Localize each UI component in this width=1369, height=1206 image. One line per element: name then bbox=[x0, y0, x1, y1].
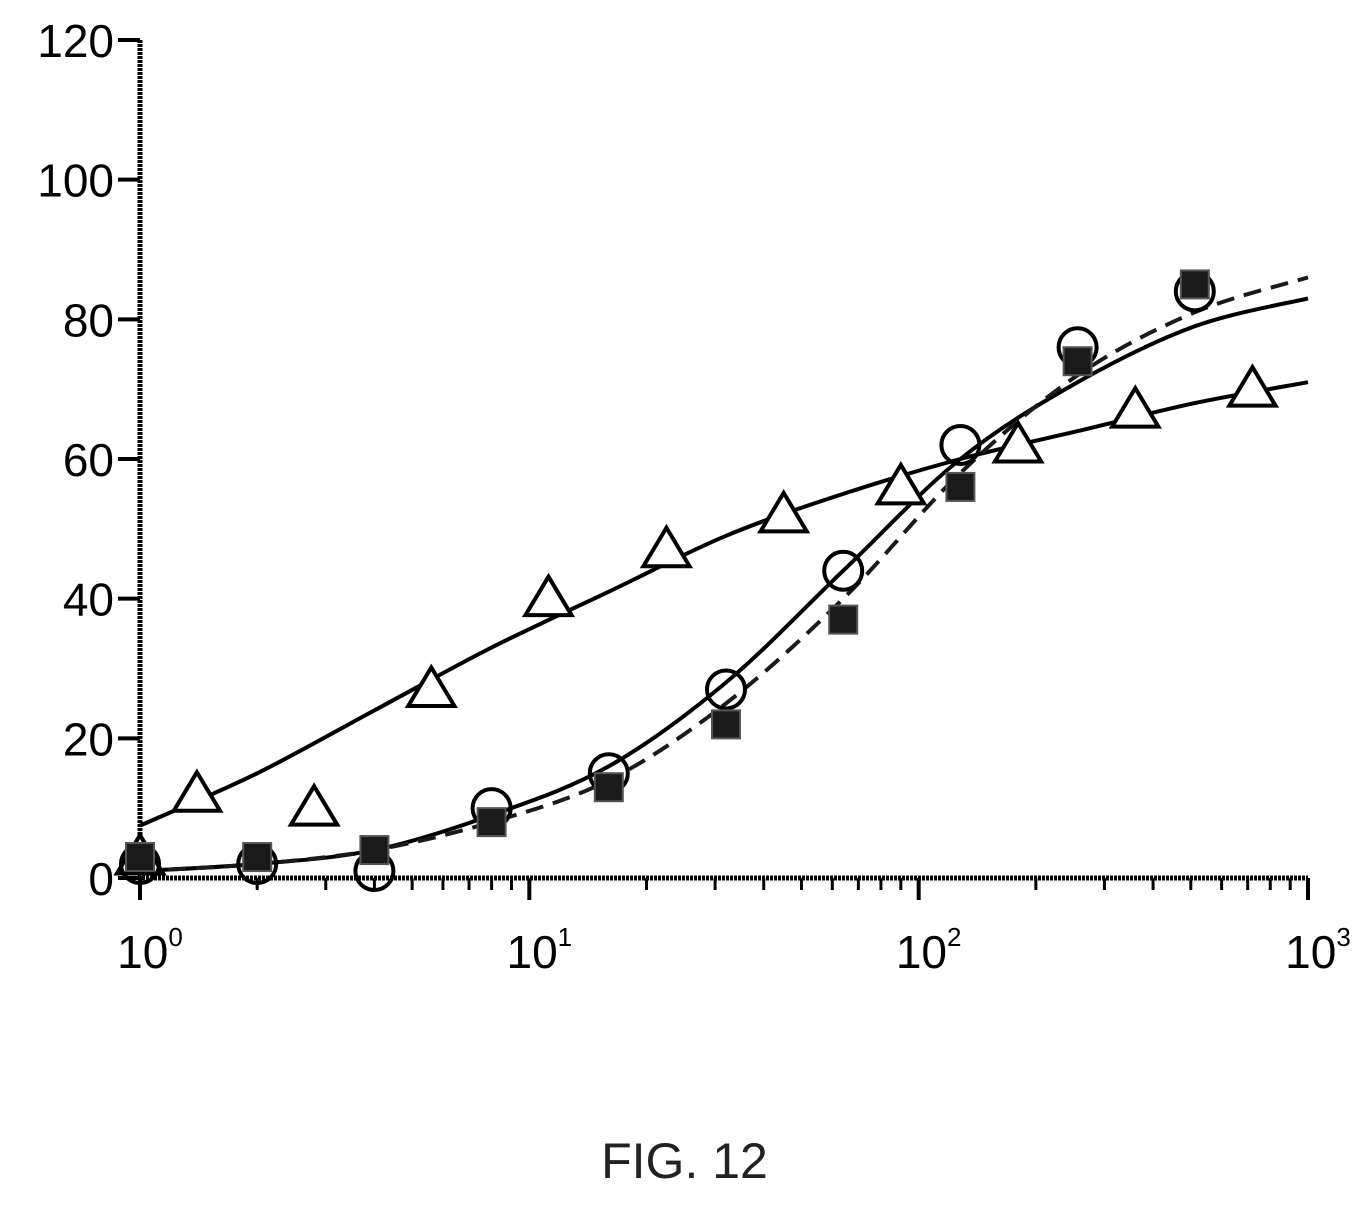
fit-curves bbox=[139, 275, 1309, 873]
y-tick-label: 100 bbox=[37, 155, 114, 207]
fit-curve-square-filled bbox=[139, 275, 1309, 873]
y-tick-label: 0 bbox=[88, 853, 114, 905]
data-points bbox=[113, 269, 1280, 893]
fit-curve-triangle-open bbox=[139, 380, 1309, 828]
figure-caption: FIG. 12 bbox=[601, 1133, 768, 1189]
x-tick-base: 10 bbox=[1285, 926, 1336, 978]
point-triangle bbox=[404, 663, 458, 708]
point-triangle bbox=[1108, 384, 1162, 429]
point-square bbox=[711, 709, 742, 740]
y-tick-label: 80 bbox=[63, 294, 114, 346]
point-triangle bbox=[757, 488, 811, 534]
point-circle bbox=[939, 424, 982, 467]
point-triangle bbox=[170, 768, 224, 813]
point-square bbox=[1062, 346, 1093, 377]
fit-curve-circle-open bbox=[139, 296, 1309, 873]
x-tick-label: 101 bbox=[507, 922, 573, 978]
chart-axes bbox=[137, 40, 1308, 881]
x-tick-exponent: 2 bbox=[947, 922, 961, 952]
point-triangle bbox=[521, 572, 576, 618]
point-square bbox=[359, 835, 390, 866]
y-axis-ticks: 0 20 40 60 80 100 120 bbox=[37, 15, 140, 905]
x-axis-ticks: 100 101 102 103 bbox=[117, 878, 1351, 978]
x-tick-base: 10 bbox=[896, 926, 947, 978]
x-tick-label: 100 bbox=[117, 922, 183, 978]
point-square bbox=[125, 842, 155, 873]
x-tick-base: 10 bbox=[117, 926, 168, 978]
y-tick-label: 60 bbox=[63, 434, 114, 486]
point-square bbox=[828, 604, 859, 635]
point-triangle bbox=[639, 523, 694, 569]
point-triangle bbox=[874, 461, 928, 506]
point-circle bbox=[822, 549, 865, 592]
x-tick-exponent: 3 bbox=[1336, 922, 1350, 952]
y-tick-label: 40 bbox=[63, 574, 114, 626]
y-tick-label: 20 bbox=[63, 713, 114, 765]
point-square bbox=[945, 471, 976, 502]
x-tick-label: 102 bbox=[896, 922, 962, 978]
point-square bbox=[242, 842, 273, 873]
point-square bbox=[593, 772, 624, 803]
y-tick-label: 120 bbox=[37, 15, 114, 67]
x-tick-exponent: 0 bbox=[168, 922, 182, 952]
x-tick-label: 103 bbox=[1285, 922, 1351, 978]
point-circle bbox=[705, 668, 748, 711]
point-triangle bbox=[1225, 363, 1280, 408]
point-triangle bbox=[287, 782, 341, 827]
x-tick-base: 10 bbox=[507, 926, 558, 978]
point-square bbox=[1179, 269, 1210, 300]
point-square bbox=[476, 807, 507, 838]
x-tick-exponent: 1 bbox=[558, 922, 572, 952]
point-triangle bbox=[991, 419, 1045, 464]
